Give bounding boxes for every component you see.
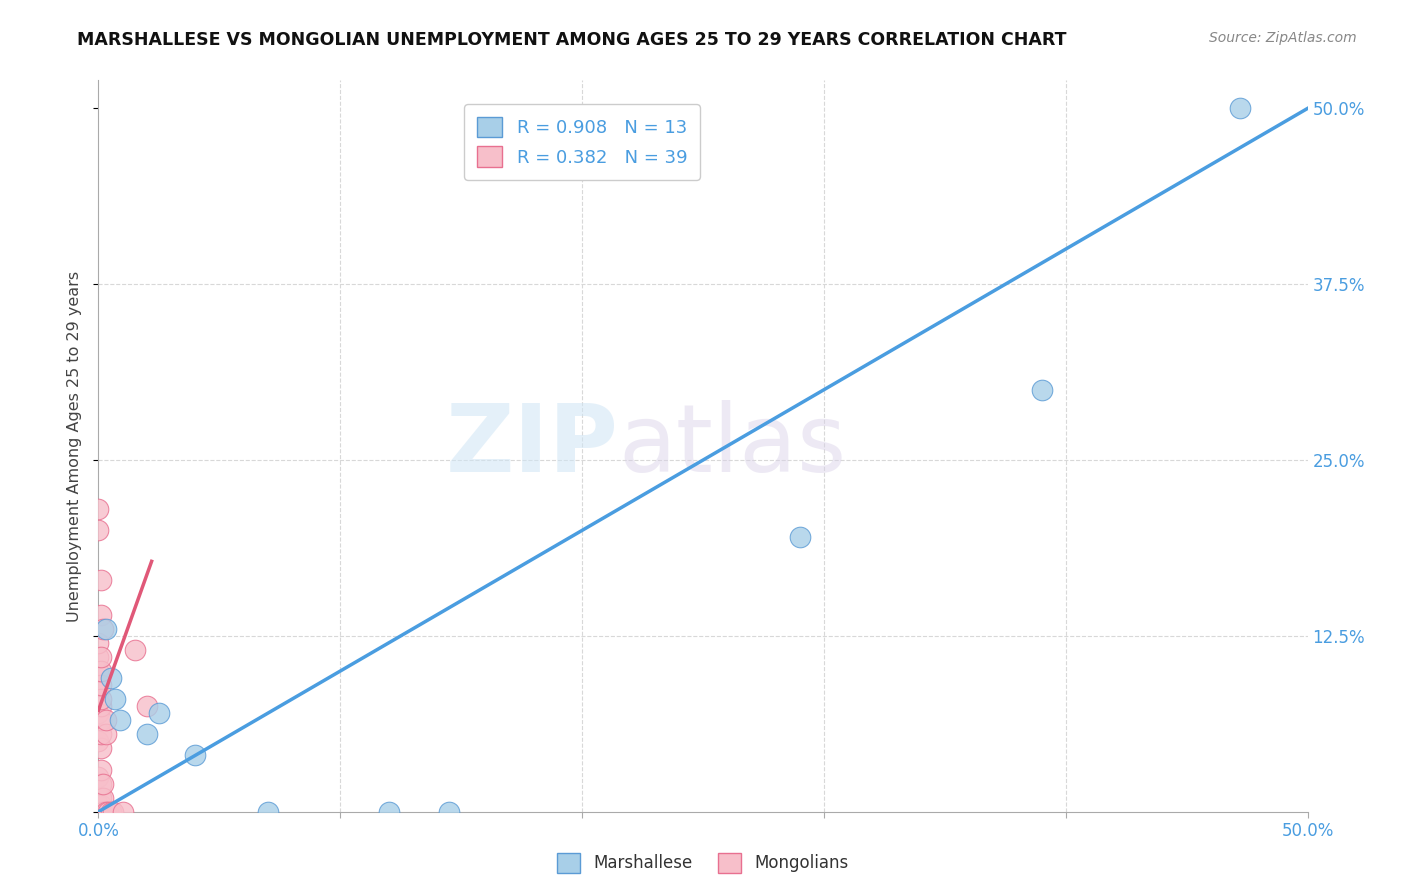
Point <box>1229 102 1251 116</box>
Point <box>87 685 110 699</box>
Point <box>101 805 124 819</box>
Point <box>135 699 157 714</box>
Point <box>87 524 110 538</box>
Point <box>100 671 122 685</box>
Point <box>97 805 120 819</box>
Point <box>100 805 122 819</box>
Point <box>87 664 110 678</box>
Point <box>135 727 157 741</box>
Point <box>90 650 112 665</box>
Point <box>87 770 110 784</box>
Point <box>90 678 112 692</box>
Point <box>94 727 117 741</box>
Point <box>91 622 114 636</box>
Point <box>104 692 127 706</box>
Point <box>87 805 110 819</box>
Point <box>437 805 460 819</box>
Point <box>111 805 134 819</box>
Point <box>256 805 278 819</box>
Text: atlas: atlas <box>619 400 846 492</box>
Point <box>90 664 112 678</box>
Point <box>1031 383 1053 397</box>
Point <box>90 607 112 622</box>
Point <box>377 805 399 819</box>
Point <box>87 502 110 516</box>
Point <box>94 714 117 728</box>
Point <box>94 622 117 636</box>
Legend: Marshallese, Mongolians: Marshallese, Mongolians <box>550 847 856 880</box>
Text: MARSHALLESE VS MONGOLIAN UNEMPLOYMENT AMONG AGES 25 TO 29 YEARS CORRELATION CHAR: MARSHALLESE VS MONGOLIAN UNEMPLOYMENT AM… <box>77 31 1067 49</box>
Point <box>90 714 112 728</box>
Point <box>90 573 112 587</box>
Point <box>90 805 112 819</box>
Point <box>91 805 114 819</box>
Point <box>87 636 110 650</box>
Point <box>90 763 112 777</box>
Point <box>90 692 112 706</box>
Point <box>124 643 146 657</box>
Point <box>90 797 112 812</box>
Point <box>90 776 112 790</box>
Point <box>94 805 117 819</box>
Point <box>91 790 114 805</box>
Point <box>90 741 112 756</box>
Point <box>87 734 110 748</box>
Point <box>87 650 110 665</box>
Point <box>184 748 207 763</box>
Point <box>108 714 131 728</box>
Text: ZIP: ZIP <box>446 400 619 492</box>
Y-axis label: Unemployment Among Ages 25 to 29 years: Unemployment Among Ages 25 to 29 years <box>67 270 83 622</box>
Point <box>87 797 110 812</box>
Point <box>91 776 114 790</box>
Point <box>789 530 811 544</box>
Point <box>87 706 110 721</box>
Text: Source: ZipAtlas.com: Source: ZipAtlas.com <box>1209 31 1357 45</box>
Point <box>90 727 112 741</box>
Point <box>90 699 112 714</box>
Point <box>90 790 112 805</box>
Point <box>148 706 170 721</box>
Legend: R = 0.908   N = 13, R = 0.382   N = 39: R = 0.908 N = 13, R = 0.382 N = 39 <box>464 104 700 180</box>
